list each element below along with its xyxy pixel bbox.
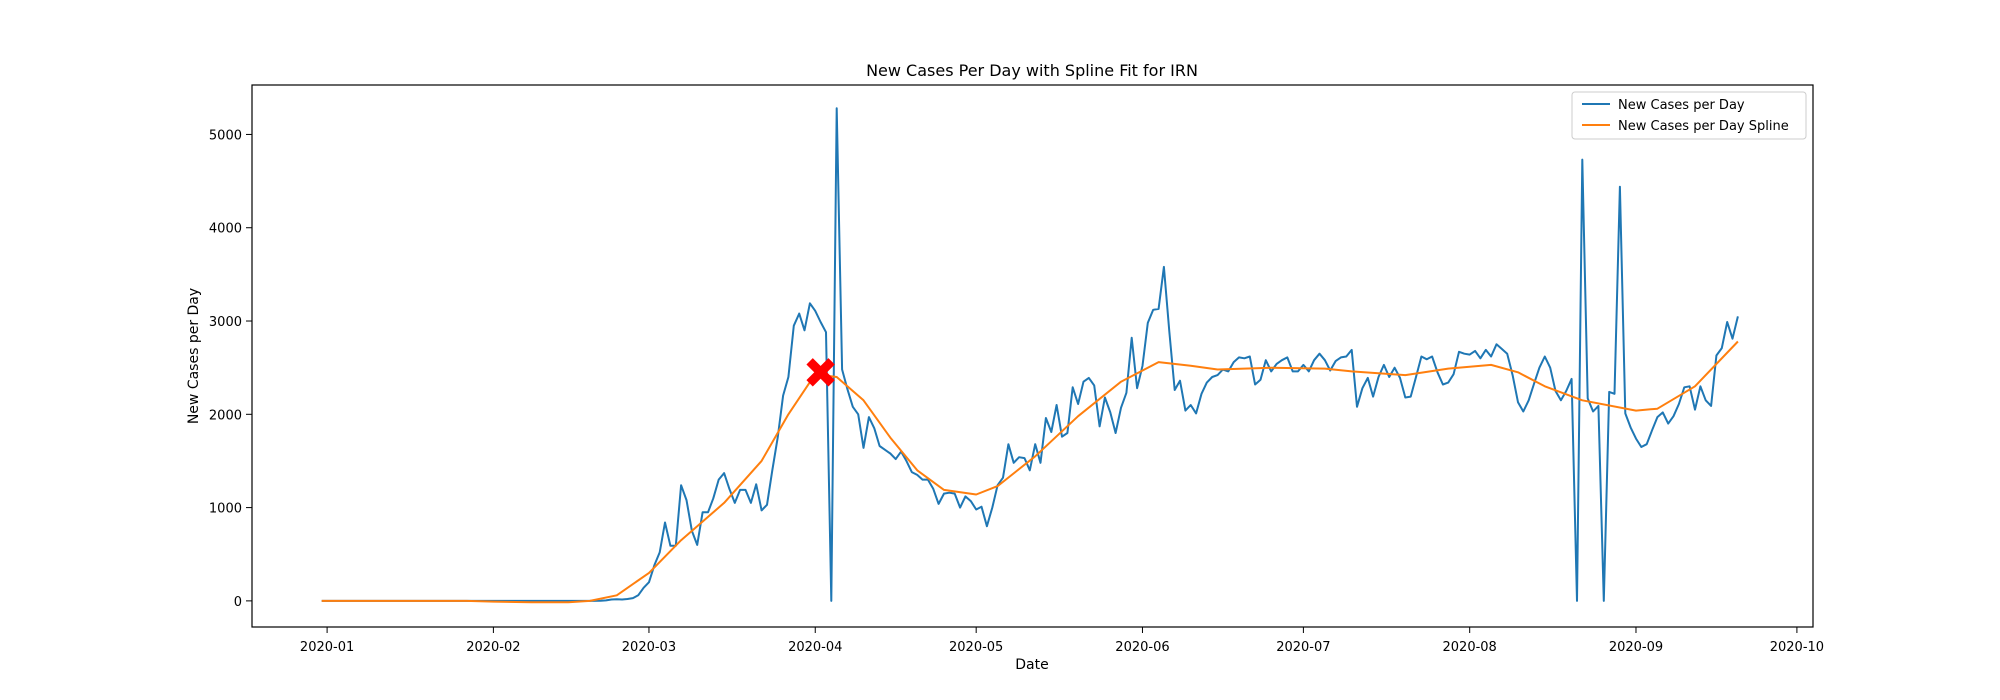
x-tick-label: 2020-06 bbox=[1115, 640, 1169, 655]
peak-marker bbox=[806, 358, 835, 387]
y-axis-ticks: 0 1000 2000 3000 4000 5000 bbox=[209, 128, 252, 610]
x-tick-label: 2020-01 bbox=[300, 640, 354, 655]
x-tick-label: 2020-03 bbox=[622, 640, 676, 655]
y-tick-label: 0 bbox=[234, 595, 242, 610]
x-axis-ticks: 2020-01 2020-02 2020-03 2020-04 2020-05 2020-… bbox=[300, 627, 1824, 655]
y-tick-label: 5000 bbox=[209, 128, 242, 143]
legend-label-spline: New Cases per Day Spline bbox=[1618, 119, 1789, 134]
chart-title: New Cases Per Day with Spline Fit for IR… bbox=[866, 61, 1198, 80]
x-tick-label: 2020-08 bbox=[1443, 640, 1497, 655]
y-tick-label: 4000 bbox=[209, 222, 242, 237]
x-tick-label: 2020-02 bbox=[466, 640, 520, 655]
y-tick-label: 1000 bbox=[209, 502, 242, 517]
axes-frame bbox=[251, 84, 1814, 628]
x-tick-label: 2020-05 bbox=[949, 640, 1003, 655]
x-axis-label: Date bbox=[1015, 657, 1048, 673]
series-line-spline bbox=[321, 340, 1739, 604]
x-tick-label: 2020-09 bbox=[1609, 640, 1663, 655]
y-tick-label: 2000 bbox=[209, 408, 242, 423]
y-tick-label: 3000 bbox=[209, 315, 242, 330]
y-axis-label: New Cases per Day bbox=[186, 288, 202, 424]
x-tick-label: 2020-04 bbox=[788, 640, 842, 655]
x-tick-label: 2020-07 bbox=[1276, 640, 1330, 655]
legend-label-new-cases: New Cases per Day bbox=[1618, 98, 1745, 113]
series-line-new-cases bbox=[321, 107, 1739, 602]
legend-box bbox=[1571, 91, 1807, 140]
x-tick-label: 2020-10 bbox=[1770, 640, 1824, 655]
plot-area bbox=[321, 107, 1739, 604]
legend: New Cases per Day New Cases per Day Spli… bbox=[1571, 91, 1807, 140]
